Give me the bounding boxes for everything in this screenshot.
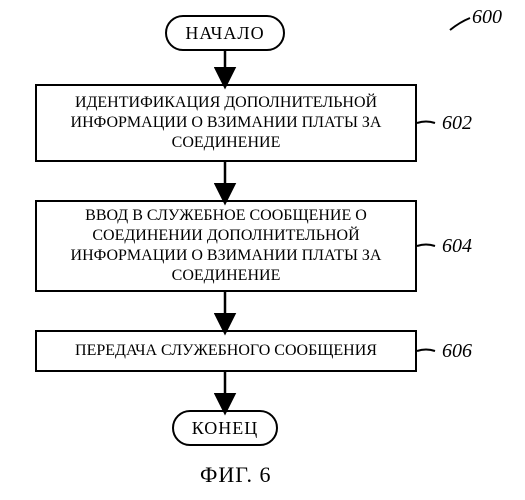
node-step-604: ВВОД В СЛУЖЕБНОЕ СООБЩЕНИЕ О СОЕДИНЕНИИ … — [35, 200, 417, 292]
node-start-text: НАЧАЛО — [185, 23, 264, 44]
node-end: КОНЕЦ — [172, 410, 278, 446]
node-step-606-text: ПЕРЕДАЧА СЛУЖЕБНОГО СООБЩЕНИЯ — [75, 341, 377, 361]
node-step-606: ПЕРЕДАЧА СЛУЖЕБНОГО СООБЩЕНИЯ — [35, 330, 417, 372]
node-step-602: ИДЕНТИФИКАЦИЯ ДОПОЛНИТЕЛЬНОЙ ИНФОРМАЦИИ … — [35, 84, 417, 162]
label-606: 606 — [442, 340, 472, 363]
node-end-text: КОНЕЦ — [192, 418, 259, 439]
label-602: 602 — [442, 112, 472, 135]
node-step-602-text: ИДЕНТИФИКАЦИЯ ДОПОЛНИТЕЛЬНОЙ ИНФОРМАЦИИ … — [45, 93, 407, 153]
figure-caption: ФИГ. 6 — [200, 462, 272, 488]
flowchart-canvas: 600 НАЧАЛО ИДЕНТИФИКАЦИЯ ДОПОЛНИТЕЛЬНОЙ … — [0, 0, 525, 500]
node-start: НАЧАЛО — [165, 15, 285, 51]
figure-ref-600: 600 — [472, 6, 502, 29]
node-step-604-text: ВВОД В СЛУЖЕБНОЕ СООБЩЕНИЕ О СОЕДИНЕНИИ … — [45, 206, 407, 286]
label-604: 604 — [442, 235, 472, 258]
